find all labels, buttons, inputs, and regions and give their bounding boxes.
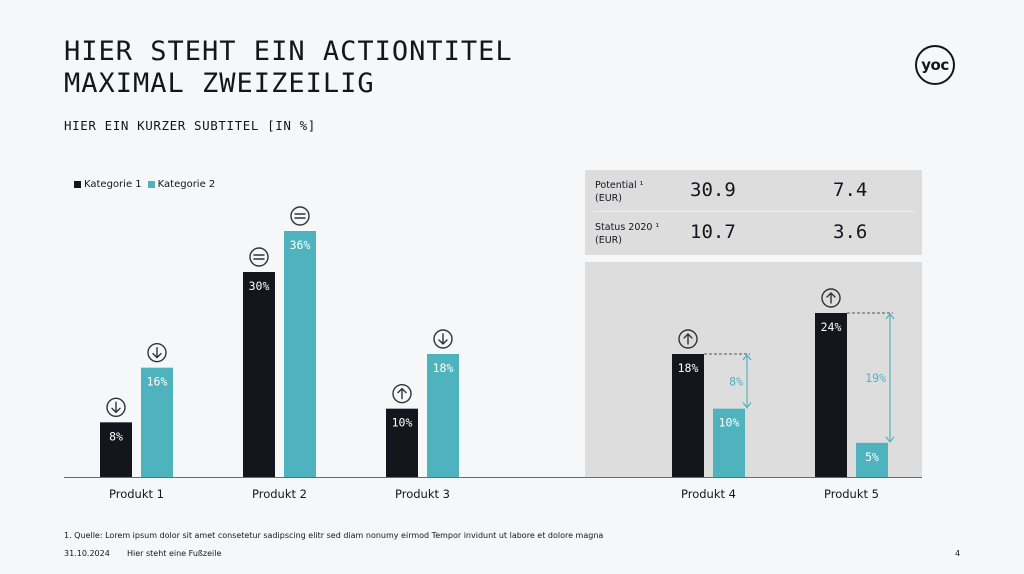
table-value: 30.9 (690, 179, 736, 201)
row-divider (593, 211, 914, 212)
title-line-1: HIER STEHT EIN ACTIONTITEL (64, 36, 513, 67)
trend-up-icon (392, 383, 412, 404)
bar-value-label: 18% (678, 361, 699, 375)
row-unit: (EUR) (595, 235, 622, 246)
x-tick-label: Produkt 1 (109, 487, 164, 501)
row-label: Potential ¹ (EUR) (595, 179, 643, 205)
bar-1-produkt-1 (100, 422, 132, 477)
bar-value-label: 10% (392, 416, 413, 430)
table-value: 3.6 (833, 221, 868, 243)
bar-value-label: 5% (865, 450, 879, 464)
page-number: 4 (955, 549, 961, 558)
arrow-down-head-icon (742, 402, 752, 409)
table-value: 7.4 (833, 179, 868, 201)
bar-value-label: 30% (249, 279, 270, 293)
title-line-2: MAXIMAL ZWEIZEILIG (64, 68, 375, 99)
trend-down-icon (106, 397, 126, 418)
bar-value-label: 24% (821, 320, 842, 334)
yoc-logo: yoc (915, 45, 955, 85)
arrow-up-head-icon (885, 313, 895, 320)
trend-equal-icon (290, 206, 310, 226)
trend-equal-icon (249, 247, 269, 267)
footnote: 1. Quelle: Lorem ipsum dolor sit amet co… (64, 531, 604, 540)
highlight-panel (585, 262, 922, 477)
x-tick-label: Produkt 3 (395, 487, 450, 501)
legend-item-kategorie-1: Kategorie 1 (74, 179, 142, 190)
arrow-up-head-icon (742, 354, 752, 361)
legend-swatch-kategorie-2 (147, 181, 155, 188)
trend-up-icon (678, 329, 698, 349)
bar-value-label: 18% (433, 361, 454, 375)
row-unit: (EUR) (595, 193, 622, 204)
legend-label: Kategorie 1 (84, 179, 142, 190)
page-subtitle: HIER EIN KURZER SUBTITEL [IN %] (64, 118, 316, 133)
values-table: Potential ¹ (EUR) 30.9 7.4 Status 2020 ¹ (… (585, 170, 922, 255)
difference-label: 19% (865, 371, 886, 385)
difference-label: 8% (729, 374, 743, 388)
bar-2-produkt-3 (427, 354, 459, 477)
page-title: HIER STEHT EIN ACTIONTITEL MAXIMAL ZWEIZE… (64, 36, 513, 100)
bar-2-produkt-1 (141, 367, 173, 477)
chart-legend: Kategorie 1 Kategorie 2 (74, 179, 215, 190)
bar-value-label: 16% (147, 375, 168, 389)
bar-1-produkt-2 (243, 272, 275, 477)
trend-up-icon (821, 288, 841, 308)
bar-1-produkt-3 (386, 408, 418, 477)
legend-swatch-kategorie-1 (74, 181, 81, 188)
trend-down-icon (433, 329, 453, 349)
bar-1-produkt-5 (815, 313, 847, 477)
legend-item-kategorie-2: Kategorie 2 (147, 179, 216, 190)
bar-chart: 8% 16% Produkt 1 30% 36% Produkt 2 10% 18% Produ… (64, 206, 922, 501)
bar-2-produkt-2 (284, 231, 316, 477)
bar-value-label: 10% (719, 416, 740, 430)
row-label-text: Potential ¹ (595, 180, 644, 191)
footer-text: Hier steht eine Fußzeile (127, 549, 222, 558)
row-label: Status 2020 ¹ (EUR) (595, 221, 659, 247)
bar-value-label: 36% (290, 238, 311, 252)
x-tick-label: Produkt 4 (681, 487, 736, 501)
bar-1-produkt-4 (672, 354, 704, 477)
bar-2-produkt-5 (856, 442, 888, 477)
x-tick-label: Produkt 5 (824, 487, 879, 501)
trend-down-icon (147, 342, 167, 363)
table-value: 10.7 (690, 221, 736, 243)
row-label-text: Status 2020 ¹ (595, 222, 660, 233)
table-row-status-2020: Status 2020 ¹ (EUR) 10.7 3.6 (585, 212, 922, 254)
footer-date: 31.10.2024 (64, 549, 110, 558)
arrow-down-head-icon (885, 436, 895, 443)
bar-value-label: 8% (109, 429, 123, 443)
table-row-potential: Potential ¹ (EUR) 30.9 7.4 (585, 170, 922, 212)
legend-label: Kategorie 2 (157, 179, 216, 190)
bar-2-produkt-4 (713, 408, 745, 477)
x-tick-label: Produkt 2 (252, 487, 307, 501)
